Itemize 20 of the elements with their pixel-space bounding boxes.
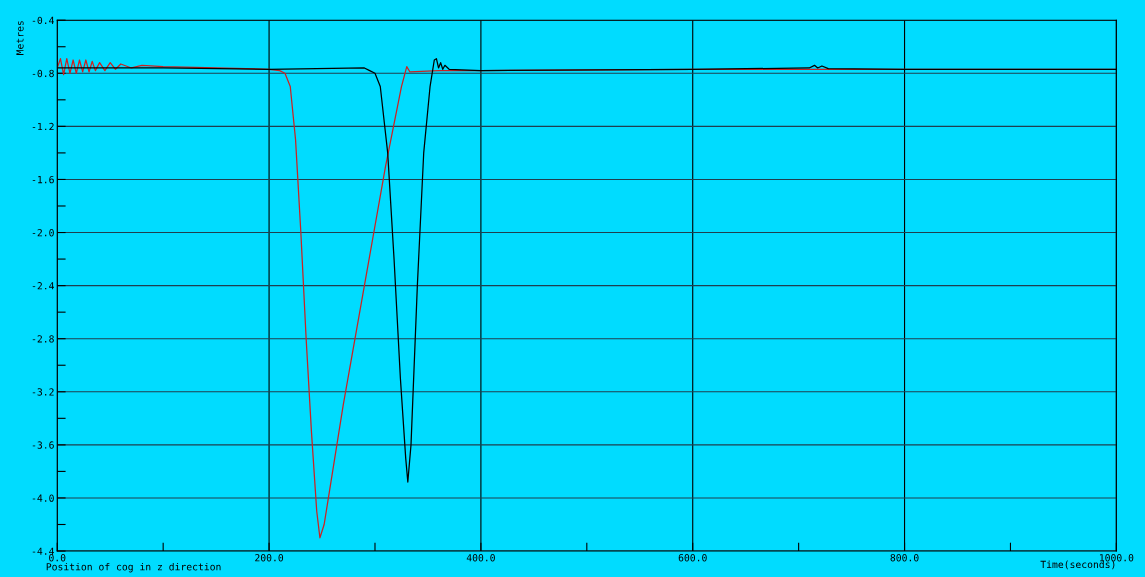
y-tick-label: -2.8 (32, 335, 54, 343)
x-tick-label: 400.0 (466, 554, 495, 562)
y-tick-label: -3.6 (32, 441, 54, 449)
x-tick-label: 800.0 (890, 554, 919, 562)
y-tick-label: -1.6 (32, 175, 54, 184)
y-tick-label: -4.4 (32, 547, 55, 555)
text: Position of cog in z direction (46, 562, 221, 573)
y-tick-label: -1.2 (32, 122, 54, 131)
x-tick-label: 1000.0 (1099, 554, 1134, 562)
y-axis-title: Metres (16, 21, 24, 55)
y-tick-label: -0.4 (32, 16, 55, 25)
y-tick-label: -4.0 (32, 494, 54, 502)
y-tick-label: -2.4 (32, 282, 55, 290)
y-tick-label: -3.2 (32, 388, 54, 396)
x-tick-label: 200.0 (255, 554, 284, 562)
x-tick-label: 600.0 (678, 554, 707, 562)
x-axis-title: Time(seconds) (1040, 560, 1115, 570)
y-tick-label: -0.8 (32, 69, 54, 78)
x-tick-label: 0.0 (49, 554, 66, 562)
y-tick-label: -2.0 (32, 229, 54, 237)
